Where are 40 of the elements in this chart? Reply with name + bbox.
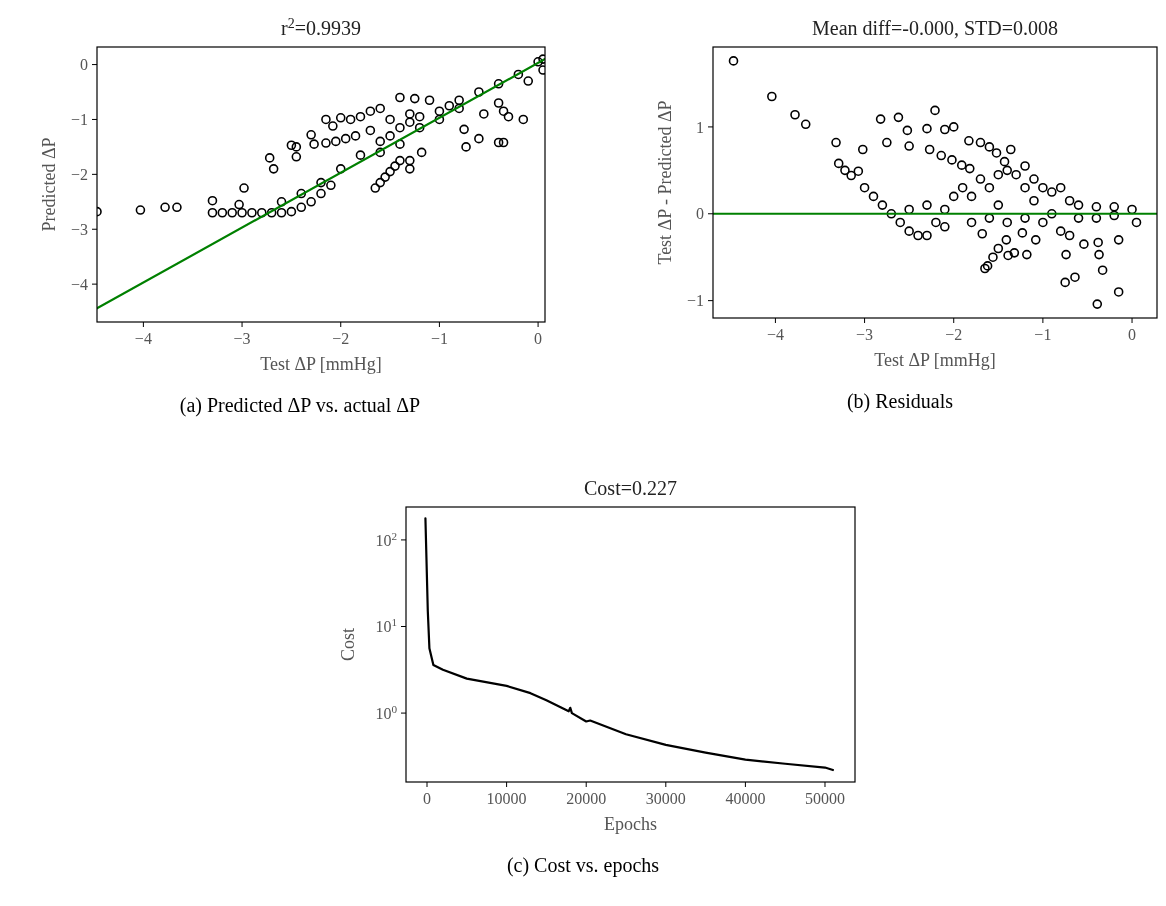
x-tick-label: −4 — [766, 326, 784, 343]
x-tick-label: 20000 — [566, 790, 607, 807]
x-tick-label: 30000 — [645, 790, 686, 807]
x-axis-title: Epochs — [604, 814, 657, 834]
text: (c) Cost vs. epochs — [506, 854, 660, 877]
y-tick-label: 10$^{1}$ — [375, 616, 397, 636]
y-tick-label: −2 — [70, 165, 88, 183]
x-tick-label: −4 — [134, 330, 152, 347]
x-tick-label: 50000 — [804, 790, 845, 807]
y-tick-label: −1 — [686, 292, 704, 310]
y-axis-title: Predicted ΔP — [39, 137, 59, 232]
text: (a) Predicted ΔP vs. actual ΔP — [179, 394, 421, 417]
y-tick-label: 0 — [696, 205, 704, 223]
x-tick-label: 10000 — [486, 790, 527, 807]
x-tick-label: −2 — [332, 330, 350, 347]
y-tick-label: −1 — [70, 111, 88, 129]
y-axis-title: Test ΔP - Predicted ΔP — [655, 100, 675, 265]
text: (b) Residuals — [846, 390, 954, 413]
y-tick-label: −3 — [70, 220, 88, 238]
x-tick-label: −2 — [945, 326, 963, 343]
chart-title: Cost=0.227 — [584, 477, 677, 499]
x-tick-label: −3 — [856, 326, 874, 343]
x-axis-title: Test ΔP [mmHg] — [260, 354, 382, 374]
x-tick-label: −3 — [233, 330, 251, 347]
x-axis-title: Test ΔP [mmHg] — [874, 350, 996, 370]
x-tick-label: −1 — [1034, 326, 1052, 343]
y-tick-label: −4 — [70, 275, 88, 293]
chart-title: r$^{2}$=0.9939 — [281, 15, 361, 39]
y-tick-label: 10$^{0}$ — [375, 702, 398, 722]
x-tick-label: 0 — [534, 330, 543, 347]
x-tick-label: −1 — [430, 330, 448, 347]
line-series — [424, 517, 835, 772]
y-axis-title: Cost — [338, 627, 358, 662]
y-tick-label: 10$^{2}$ — [375, 529, 397, 549]
x-tick-label: 0 — [1128, 326, 1137, 343]
y-tick-label: 1 — [696, 118, 704, 136]
x-tick-label: 40000 — [725, 790, 766, 807]
chart-title: Mean diff=-0.000, STD=0.008 — [811, 17, 1059, 39]
x-tick-label: 0 — [423, 790, 432, 807]
y-tick-label: 0 — [80, 56, 88, 74]
